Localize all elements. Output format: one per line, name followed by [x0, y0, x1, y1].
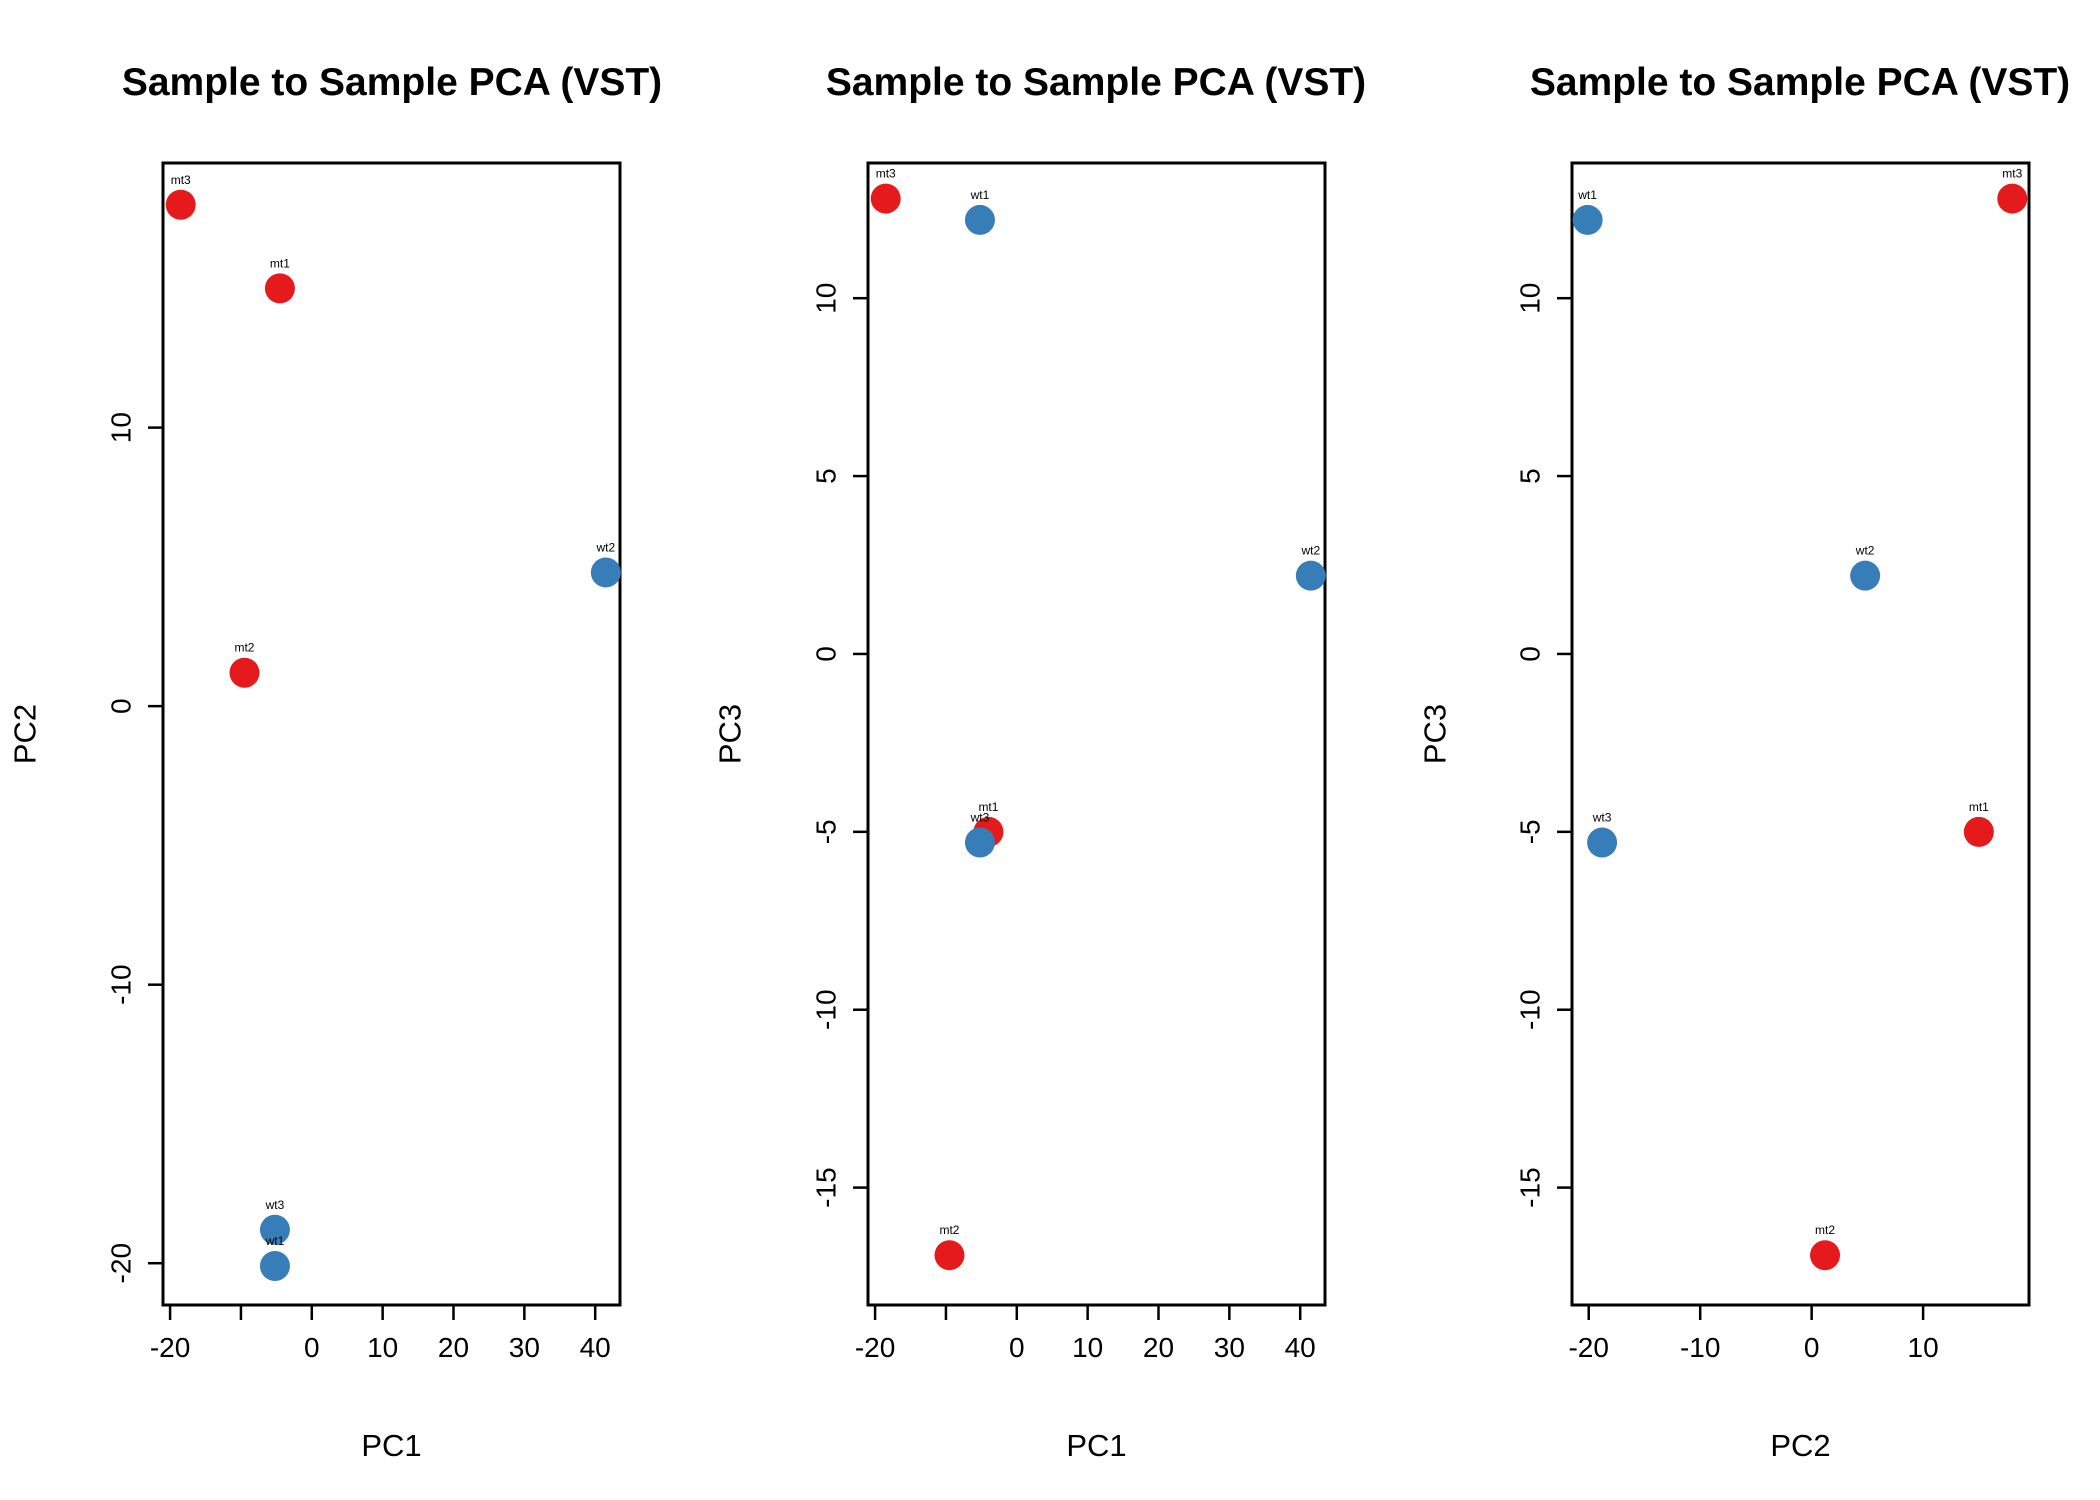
- point-label-wt2: wt2: [595, 540, 615, 554]
- point-mt2: [934, 1240, 965, 1271]
- y-tick-label: -15: [811, 1167, 842, 1207]
- point-label-mt3: mt3: [2002, 167, 2022, 181]
- point-mt1: [1963, 816, 1994, 847]
- y-tick-label: -20: [106, 1243, 137, 1283]
- point-mt3: [1997, 183, 2028, 214]
- point-wt2: [590, 557, 621, 588]
- point-mt2: [229, 657, 260, 688]
- chart-title: Sample to Sample PCA (VST): [122, 61, 662, 104]
- y-tick-label: 0: [1515, 646, 1546, 662]
- x-axis-label: PC2: [1770, 1428, 1830, 1463]
- point-wt3: [1587, 827, 1618, 858]
- x-axis-label: PC1: [1066, 1428, 1126, 1463]
- x-tick-label: 40: [580, 1332, 611, 1363]
- point-label-wt3: wt3: [1592, 811, 1612, 825]
- point-wt1: [964, 204, 995, 235]
- x-tick-label: -10: [1680, 1332, 1720, 1363]
- y-tick-label: -15: [1515, 1167, 1546, 1207]
- x-tick-label: 20: [438, 1332, 469, 1363]
- point-wt2: [1850, 560, 1881, 591]
- point-mt1: [264, 273, 295, 304]
- y-tick-label: -10: [811, 989, 842, 1029]
- point-label-mt3: mt3: [876, 167, 896, 181]
- plot-frame: [1570, 161, 2031, 1307]
- point-label-mt2: mt2: [1815, 1223, 1835, 1237]
- pca-panel-pc1-pc2: Sample to Sample PCA (VST) -20 0 10 20 30 40 PC…: [8, 61, 663, 1463]
- point-label-mt2: mt2: [234, 641, 254, 655]
- point-label-mt1: mt1: [978, 800, 998, 814]
- chart-title: Sample to Sample PCA (VST): [826, 61, 1366, 104]
- y-tick-label: -5: [811, 819, 842, 844]
- y-tick-label: -10: [106, 964, 137, 1004]
- x-tick-label: 30: [1214, 1332, 1245, 1363]
- pca-panel-pc1-pc3: Sample to Sample PCA (VST) -20 0 10 20 30 40 PC…: [713, 61, 1367, 1463]
- point-wt3: [259, 1214, 290, 1245]
- y-tick-label: 5: [811, 468, 842, 484]
- point-label-mt2: mt2: [939, 1223, 959, 1237]
- point-wt3: [964, 827, 995, 858]
- point-label-wt1: wt1: [970, 188, 990, 202]
- point-wt1: [1572, 204, 1603, 235]
- x-tick-label: -20: [855, 1332, 895, 1363]
- x-tick-label: 10: [1908, 1332, 1939, 1363]
- x-tick-label: -20: [150, 1332, 190, 1363]
- y-axis-label: PC2: [8, 704, 43, 764]
- point-mt3: [165, 189, 196, 220]
- pca-panel-pc2-pc3: Sample to Sample PCA (VST) -20 -10 0 10 PC2 -1…: [1418, 61, 2071, 1463]
- point-mt3: [870, 183, 901, 214]
- y-axis-label: PC3: [1418, 704, 1453, 764]
- point-wt2: [1295, 560, 1326, 591]
- x-tick-label: -20: [1568, 1332, 1608, 1363]
- point-mt2: [1810, 1240, 1841, 1271]
- x-tick-label: 20: [1143, 1332, 1174, 1363]
- y-tick-label: 10: [811, 283, 842, 314]
- x-tick-label: 10: [367, 1332, 398, 1363]
- y-axis-label: PC3: [713, 704, 748, 764]
- y-tick-label: -5: [1515, 819, 1546, 844]
- plot-frame: [161, 161, 622, 1307]
- point-label-wt3: wt3: [970, 811, 990, 825]
- point-wt1: [259, 1251, 290, 1282]
- point-label-mt1: mt1: [1969, 800, 1989, 814]
- point-label-wt1: wt1: [265, 1234, 285, 1248]
- plot-frame: [866, 161, 1327, 1307]
- x-tick-label: 10: [1072, 1332, 1103, 1363]
- x-tick-label: 0: [1804, 1332, 1820, 1363]
- point-label-wt2: wt2: [1300, 544, 1320, 558]
- point-label-wt2: wt2: [1855, 544, 1875, 558]
- point-label-mt1: mt1: [270, 256, 290, 270]
- x-tick-label: 30: [509, 1332, 540, 1363]
- x-tick-label: 0: [1009, 1332, 1025, 1363]
- y-tick-label: 0: [811, 646, 842, 662]
- x-tick-label: 0: [304, 1332, 320, 1363]
- x-tick-label: 40: [1285, 1332, 1316, 1363]
- point-label-wt1: wt1: [1577, 188, 1597, 202]
- point-label-wt3: wt3: [265, 1198, 285, 1212]
- point-label-mt3: mt3: [171, 173, 191, 187]
- y-tick-label: 10: [106, 412, 137, 443]
- chart-title: Sample to Sample PCA (VST): [1530, 61, 2070, 104]
- y-tick-label: -10: [1515, 989, 1546, 1029]
- y-tick-label: 10: [1515, 283, 1546, 314]
- y-tick-label: 5: [1515, 468, 1546, 484]
- x-axis-label: PC1: [361, 1428, 421, 1463]
- y-tick-label: 0: [106, 698, 137, 714]
